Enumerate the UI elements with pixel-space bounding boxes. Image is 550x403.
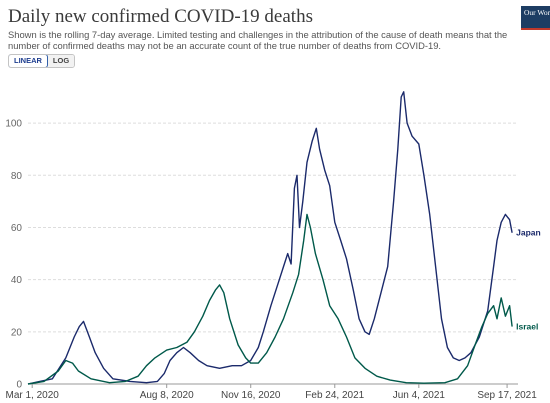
x-tick-label-5: Sep 17, 2021 xyxy=(477,390,537,401)
y-tick-label-0: 0 xyxy=(16,380,22,391)
y-tick-label-40: 40 xyxy=(11,275,23,286)
grid-lines xyxy=(28,122,518,333)
israel-series-line xyxy=(27,213,513,385)
scale-toggle: LINEAR LOG xyxy=(8,54,76,68)
y-tick-label-80: 80 xyxy=(11,171,23,182)
owid-logo[interactable]: Our World in Data xyxy=(521,6,550,30)
x-tick-label-0: Mar 1, 2020 xyxy=(6,390,60,401)
y-tick-label-60: 60 xyxy=(11,223,23,234)
logo-accent-bar xyxy=(521,28,550,30)
x-tick-label-2: Nov 16, 2020 xyxy=(221,390,281,401)
y-axis-ticks: 0 20 40 60 80 100 xyxy=(5,119,22,391)
series-lines xyxy=(27,91,513,385)
x-tick-label-1: Aug 8, 2020 xyxy=(140,390,194,401)
x-axis: Mar 1, 2020 Aug 8, 2020 Nov 16, 2020 Feb 24… xyxy=(6,383,537,401)
log-scale-button[interactable]: LOG xyxy=(47,55,75,67)
chart-title: Daily new confirmed COVID-19 deaths xyxy=(8,6,313,27)
linear-scale-button[interactable]: LINEAR xyxy=(9,55,48,67)
y-tick-label-20: 20 xyxy=(11,327,23,338)
x-tick-label-4: Jun 4, 2021 xyxy=(393,390,446,401)
japan-series-label: Japan xyxy=(516,228,541,238)
series-labels: Japan Israel xyxy=(516,228,541,332)
japan-series-line xyxy=(27,91,513,385)
logo-text: Our World in Data xyxy=(524,8,550,17)
israel-series-label: Israel xyxy=(516,322,538,332)
x-tick-label-3: Feb 24, 2021 xyxy=(305,390,364,401)
y-tick-label-100: 100 xyxy=(5,119,22,130)
chart-subtitle: Shown is the rolling 7-day average. Limi… xyxy=(8,29,508,51)
